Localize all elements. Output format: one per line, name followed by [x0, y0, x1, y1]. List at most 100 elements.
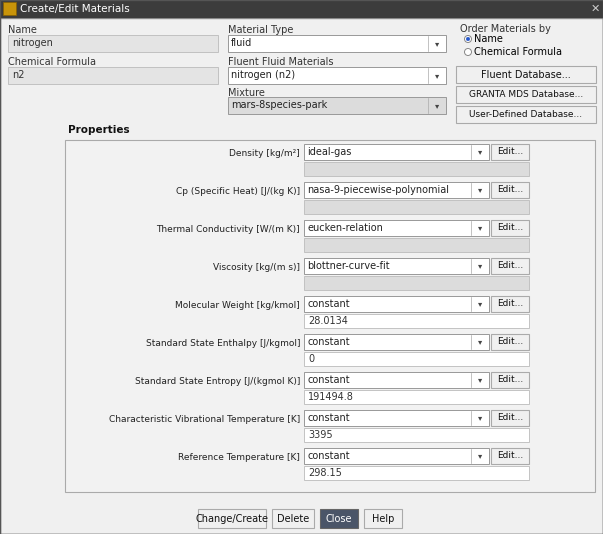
Text: Properties: Properties [68, 125, 130, 135]
Text: Edit...: Edit... [497, 262, 523, 271]
Text: ▾: ▾ [478, 337, 482, 347]
Bar [491, 296, 529, 312]
Text: mars-8species-park: mars-8species-park [231, 100, 327, 111]
Text: Fluent Database...: Fluent Database... [481, 69, 571, 80]
Bar [304, 352, 529, 366]
Bar [304, 314, 529, 328]
Text: constant: constant [307, 413, 350, 423]
Text: Change/Create: Change/Create [195, 514, 268, 523]
Text: Chemical Formula: Chemical Formula [8, 57, 96, 67]
Bar [304, 258, 489, 274]
Text: 298.15: 298.15 [308, 468, 342, 478]
Bar [0, 0, 603, 18]
Text: ▾: ▾ [435, 71, 439, 80]
Text: User-Defined Database...: User-Defined Database... [470, 110, 582, 119]
Bar [304, 334, 489, 350]
Text: ▾: ▾ [478, 413, 482, 422]
Text: Name: Name [474, 34, 503, 44]
Bar [456, 86, 596, 103]
Text: ▾: ▾ [478, 452, 482, 460]
Text: Thermal Conductivity [W/(m K)]: Thermal Conductivity [W/(m K)] [156, 224, 300, 233]
Bar [304, 276, 529, 290]
Text: blottner-curve-fit: blottner-curve-fit [307, 261, 390, 271]
Text: ideal-gas: ideal-gas [307, 147, 352, 157]
Text: Material Type: Material Type [228, 25, 294, 35]
Bar [304, 238, 529, 252]
Bar [304, 144, 489, 160]
Text: ▾: ▾ [435, 39, 439, 48]
Text: Help: Help [372, 514, 394, 523]
Bar [491, 334, 529, 350]
Text: Edit...: Edit... [497, 185, 523, 194]
Text: Mixture: Mixture [228, 88, 265, 98]
Text: Edit...: Edit... [497, 224, 523, 232]
Bar [456, 66, 596, 83]
Bar [491, 144, 529, 160]
Text: ▾: ▾ [478, 147, 482, 156]
Text: Density [kg/m²]: Density [kg/m²] [229, 148, 300, 158]
Bar [491, 372, 529, 388]
Text: 28.0134: 28.0134 [308, 316, 348, 326]
Bar [491, 220, 529, 236]
Text: ▾: ▾ [478, 185, 482, 194]
Bar [65, 140, 595, 492]
Text: ▾: ▾ [478, 375, 482, 384]
Text: ▾: ▾ [478, 224, 482, 232]
Bar [8, 35, 218, 52]
Text: fluid: fluid [231, 38, 252, 49]
Text: 0: 0 [308, 354, 314, 364]
Text: GRANTA MDS Database...: GRANTA MDS Database... [469, 90, 583, 99]
Bar [456, 106, 596, 123]
Bar [491, 448, 529, 464]
Bar [364, 509, 402, 528]
Text: Edit...: Edit... [497, 413, 523, 422]
Text: ▾: ▾ [478, 262, 482, 271]
Bar [3, 2, 16, 15]
Text: Molecular Weight [kg/kmol]: Molecular Weight [kg/kmol] [175, 301, 300, 310]
Bar [228, 35, 446, 52]
Bar [304, 220, 489, 236]
Bar [304, 372, 489, 388]
Bar [304, 466, 529, 480]
Text: Create/Edit Materials: Create/Edit Materials [20, 4, 130, 14]
Text: Edit...: Edit... [497, 452, 523, 460]
Text: Order Materials by: Order Materials by [460, 24, 551, 34]
Bar [304, 296, 489, 312]
Bar [228, 67, 446, 84]
Circle shape [464, 49, 472, 56]
Bar [491, 410, 529, 426]
Text: Edit...: Edit... [497, 147, 523, 156]
Bar [8, 67, 218, 84]
Text: nasa-9-piecewise-polynomial: nasa-9-piecewise-polynomial [307, 185, 449, 195]
Text: ✕: ✕ [590, 4, 600, 14]
Bar [228, 97, 446, 114]
Text: eucken-relation: eucken-relation [307, 223, 383, 233]
Text: Name: Name [8, 25, 37, 35]
Text: Edit...: Edit... [497, 300, 523, 309]
Bar [304, 200, 529, 214]
Text: Edit...: Edit... [497, 337, 523, 347]
Text: Chemical Formula: Chemical Formula [474, 47, 562, 57]
Text: Characteristic Vibrational Temperature [K]: Characteristic Vibrational Temperature [… [109, 414, 300, 423]
Bar [304, 410, 489, 426]
Text: constant: constant [307, 375, 350, 385]
Text: Cp (Specific Heat) [J/(kg K)]: Cp (Specific Heat) [J/(kg K)] [176, 186, 300, 195]
Text: Delete: Delete [277, 514, 309, 523]
Text: Viscosity [kg/(m s)]: Viscosity [kg/(m s)] [213, 263, 300, 271]
Text: Close: Close [326, 514, 352, 523]
Bar [491, 182, 529, 198]
Circle shape [464, 35, 472, 43]
Bar [304, 428, 529, 442]
Text: Fluent Fluid Materials: Fluent Fluid Materials [228, 57, 333, 67]
Bar [304, 390, 529, 404]
Text: 191494.8: 191494.8 [308, 392, 354, 402]
Bar [272, 509, 314, 528]
Text: nitrogen (n2): nitrogen (n2) [231, 70, 295, 81]
Text: Edit...: Edit... [497, 375, 523, 384]
Text: constant: constant [307, 299, 350, 309]
Text: constant: constant [307, 451, 350, 461]
Text: nitrogen: nitrogen [12, 38, 53, 49]
Bar [491, 258, 529, 274]
Text: Reference Temperature [K]: Reference Temperature [K] [178, 452, 300, 461]
Text: n2: n2 [12, 70, 25, 81]
